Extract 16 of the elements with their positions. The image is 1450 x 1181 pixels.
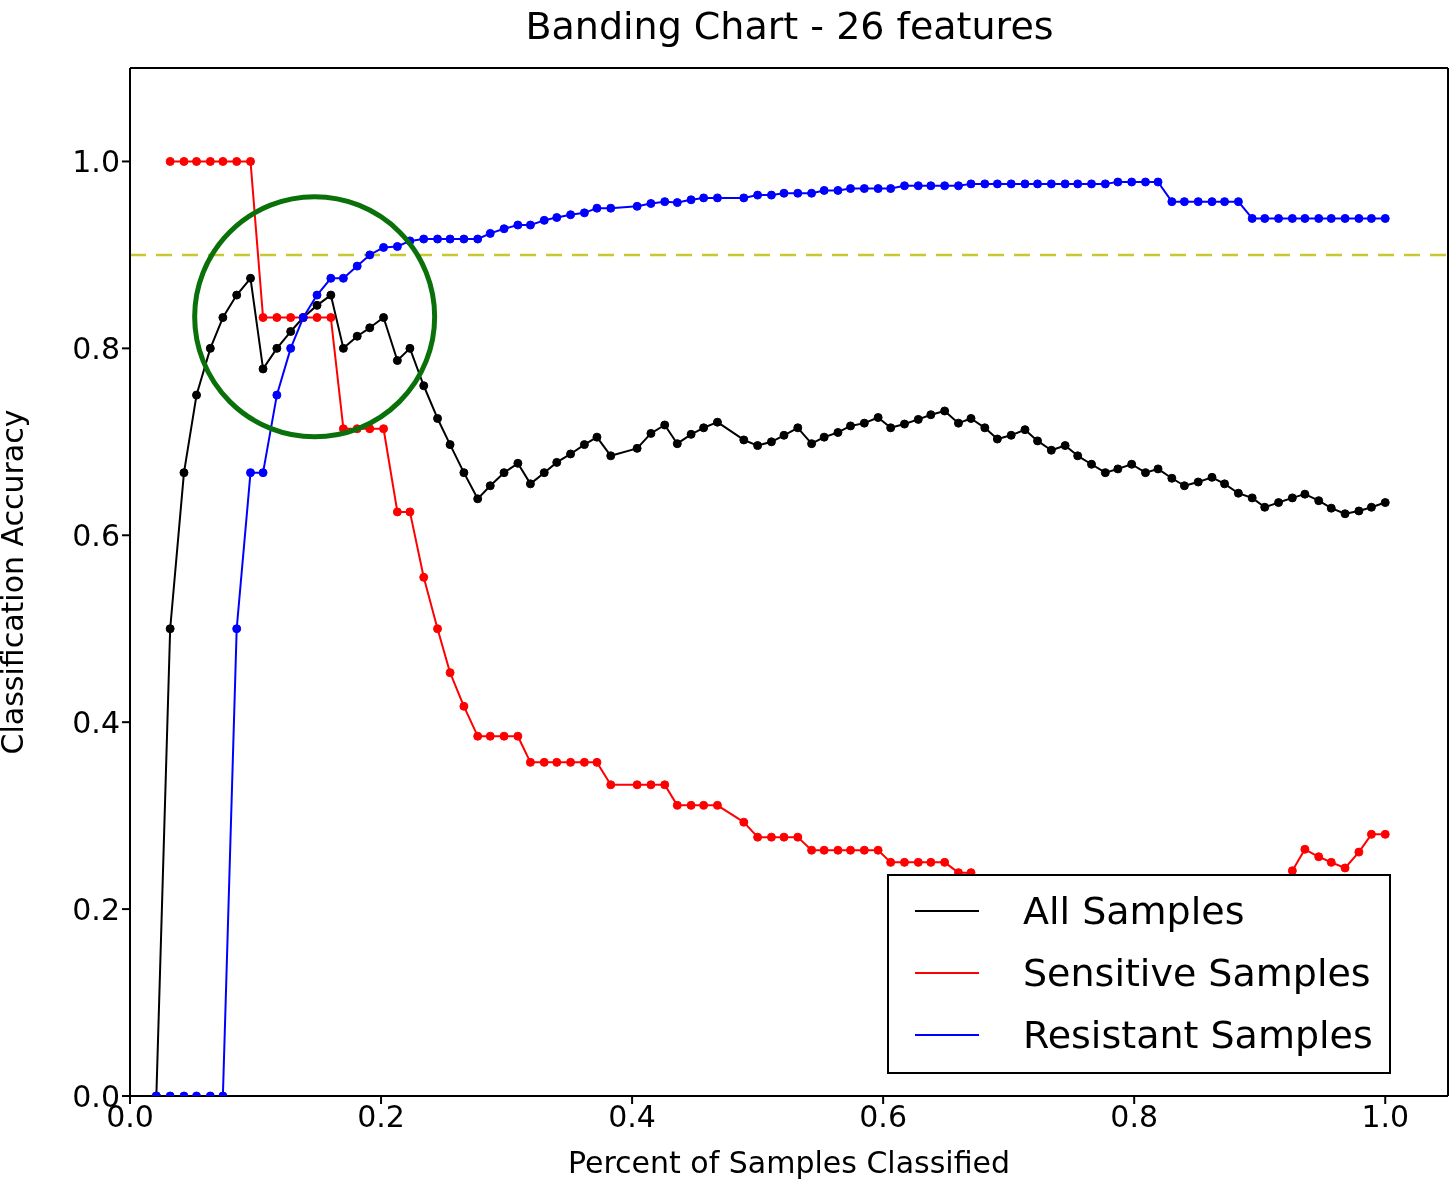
x-tick-label: 1.0 xyxy=(1361,1099,1410,1135)
y-tick-label: 0.4 xyxy=(72,704,120,740)
x-tick-label: 0.4 xyxy=(608,1099,656,1135)
y-tick-label: 0.8 xyxy=(72,331,120,367)
y-tick-label: 0.6 xyxy=(72,517,120,553)
legend-label: All Samples xyxy=(1023,889,1245,933)
y-tick-label: 1.0 xyxy=(72,144,120,180)
legend-label: Resistant Samples xyxy=(1023,1013,1373,1057)
y-axis-title: Classification Accuracy xyxy=(0,409,30,755)
y-tick-label: 0.2 xyxy=(72,891,120,927)
x-axis-title: Percent of Samples Classified xyxy=(567,1145,1011,1180)
x-tick-label: 0.6 xyxy=(859,1099,907,1135)
chart-title: Banding Chart - 26 features xyxy=(524,4,1055,48)
x-tick-label: 0.8 xyxy=(1110,1099,1159,1135)
legend-label: Sensitive Samples xyxy=(1023,951,1371,995)
x-tick-label: 0.2 xyxy=(357,1099,405,1135)
